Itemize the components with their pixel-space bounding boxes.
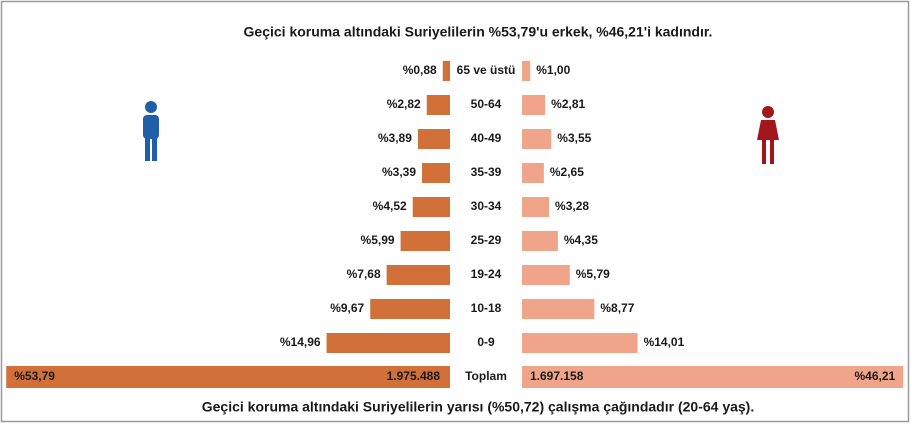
value-label: %8,77: [600, 301, 634, 315]
bar: [522, 231, 558, 251]
value-label: %9,67: [330, 301, 364, 315]
value-label: %5,99: [361, 233, 395, 247]
total-bar: [6, 366, 450, 388]
total-value-label: %53,79: [14, 369, 55, 383]
total-label: Toplam: [465, 369, 507, 383]
value-label: %3,28: [555, 199, 589, 213]
category-label: 19-24: [471, 267, 502, 281]
bar: [522, 61, 531, 81]
bar: [326, 333, 450, 353]
category-label: 10-18: [471, 301, 502, 315]
category-label: 50-64: [471, 97, 502, 111]
value-label: %3,89: [378, 131, 412, 145]
value-label: %0,88: [403, 63, 437, 77]
category-label: 65 ve üstü: [457, 63, 516, 77]
category-label: 30-34: [471, 199, 502, 213]
category-label: 0-9: [477, 335, 495, 349]
value-label: %4,35: [564, 233, 598, 247]
bar: [522, 163, 544, 183]
bar: [522, 129, 552, 149]
bar: [400, 231, 450, 251]
bar: [370, 299, 450, 319]
value-label: %14,96: [280, 335, 321, 349]
bar: [426, 95, 450, 115]
value-label: %14,01: [644, 335, 685, 349]
bar: [522, 299, 595, 319]
footnote: Geçici koruma altındaki Suriyelilerin ya…: [202, 399, 754, 415]
total-count-label: 1.975.488: [387, 369, 441, 383]
bar: [522, 95, 546, 115]
value-label: %2,82: [387, 97, 421, 111]
value-label: %3,55: [557, 131, 591, 145]
bar: [417, 129, 450, 149]
value-label: %5,79: [576, 267, 610, 281]
bar: [422, 163, 450, 183]
bar: [522, 333, 638, 353]
category-label: 40-49: [471, 131, 502, 145]
value-label: %4,52: [373, 199, 407, 213]
value-label: %7,68: [347, 267, 381, 281]
male-icon: [143, 101, 159, 161]
value-label: %1,00: [536, 63, 570, 77]
bar: [442, 61, 450, 81]
bar: [386, 265, 450, 285]
category-label: 25-29: [471, 233, 502, 247]
total-value-label: %46,21: [855, 369, 896, 383]
bar: [412, 197, 450, 217]
value-label: %3,39: [382, 165, 416, 179]
value-label: %2,81: [551, 97, 585, 111]
bar: [522, 197, 550, 217]
chart-title: Geçici koruma altındaki Suriyelilerin %5…: [244, 24, 713, 40]
total-bar: [522, 366, 904, 388]
total-count-label: 1.697.158: [530, 369, 584, 383]
bar: [522, 265, 570, 285]
female-icon: [757, 106, 779, 164]
value-label: %2,65: [550, 165, 584, 179]
category-label: 35-39: [471, 165, 502, 179]
